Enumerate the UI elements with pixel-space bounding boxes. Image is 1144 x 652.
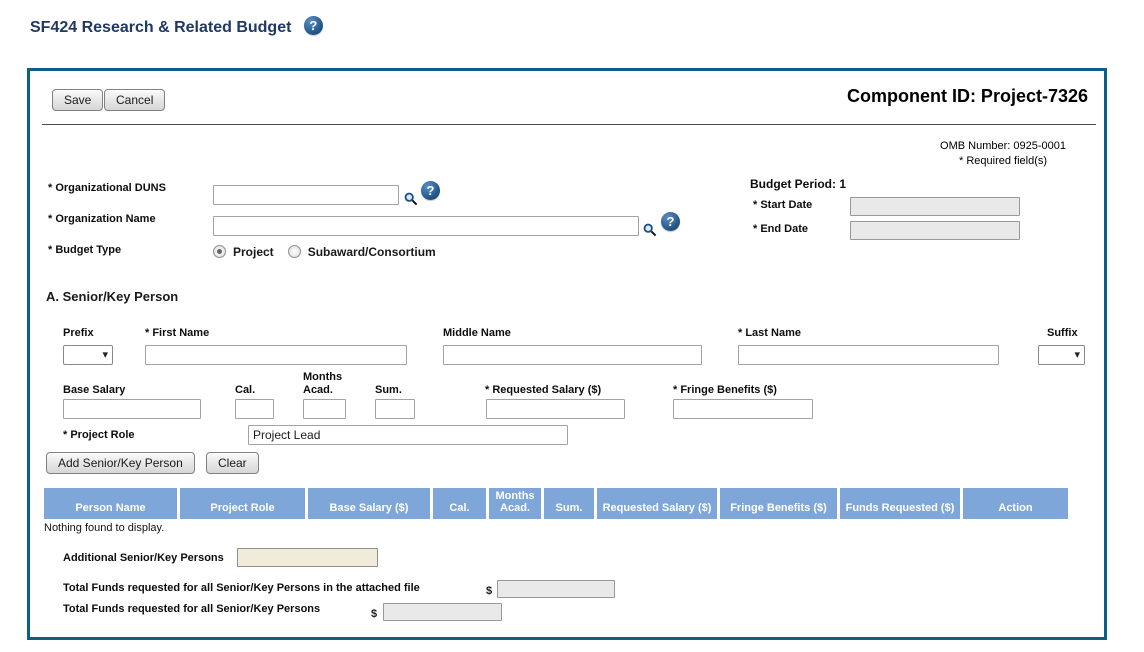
prefix-label: Prefix (63, 327, 94, 339)
middle-name-label: Middle Name (443, 327, 511, 339)
project-role-label: * Project Role (63, 429, 135, 441)
total-funds-attached-label: Total Funds requested for all Senior/Key… (63, 582, 420, 594)
page-title-bar: SF424 Research & Related Budget ? (30, 16, 323, 37)
add-senior-key-person-button[interactable]: Add Senior/Key Person (46, 452, 195, 474)
requested-salary-input[interactable] (486, 399, 625, 419)
duns-help-icon[interactable]: ? (421, 181, 440, 200)
omb-number: OMB Number: 0925-0001 (940, 140, 1066, 152)
col-project-role: Project Role (180, 488, 305, 519)
page-title: SF424 Research & Related Budget (30, 19, 292, 36)
col-cal: Cal. (433, 488, 486, 519)
total-funds-all-input (383, 603, 502, 621)
organizational-duns-label: * Organizational DUNS (48, 182, 166, 194)
project-role-input[interactable] (248, 425, 568, 445)
total-funds-attached-input (497, 580, 615, 598)
header-divider (42, 124, 1096, 125)
sum-months-input[interactable] (375, 399, 415, 419)
section-a-heading: A. Senior/Key Person (46, 289, 179, 304)
save-button[interactable]: Save (52, 89, 104, 111)
col-action: Action (963, 488, 1068, 519)
suffix-select[interactable]: ▾ (1038, 345, 1085, 365)
cancel-button[interactable]: Cancel (104, 89, 166, 111)
end-date-input[interactable] (850, 221, 1020, 240)
page-help-icon[interactable]: ? (303, 16, 323, 35)
clear-button[interactable]: Clear (206, 452, 259, 474)
budget-type-label: * Budget Type (48, 244, 122, 256)
fringe-benefits-label: * Fringe Benefits ($) (673, 384, 777, 396)
required-note: * Required field(s) (959, 155, 1048, 167)
organization-name-lookup-icon[interactable] (643, 223, 657, 237)
col-funds-requested: Funds Requested ($) (840, 488, 960, 519)
cal-months-input[interactable] (235, 399, 274, 419)
requested-salary-label: * Requested Salary ($) (485, 384, 602, 396)
start-date-input[interactable] (850, 197, 1020, 216)
col-fringe-benefits: Fringe Benefits ($) (720, 488, 837, 519)
organization-name-help-icon[interactable]: ? (661, 212, 680, 231)
duns-lookup-icon[interactable] (404, 192, 418, 206)
budget-form-panel: Save Cancel Component ID: Project-7326 O… (27, 68, 1107, 640)
organizational-duns-input[interactable] (213, 185, 399, 205)
chevron-down-icon: ▾ (1074, 349, 1080, 361)
table-header-row: Person Name Project Role Base Salary ($)… (44, 488, 1068, 519)
additional-senior-key-persons-input[interactable] (237, 548, 378, 567)
start-date-label: * Start Date (753, 199, 813, 211)
magnifier-icon (643, 223, 657, 237)
base-salary-input[interactable] (63, 399, 201, 419)
fringe-benefits-input[interactable] (673, 399, 813, 419)
cal-months-label: Cal. (235, 384, 256, 396)
sum-months-label: Sum. (375, 384, 402, 396)
col-base-salary: Base Salary ($) (308, 488, 430, 519)
col-requested-salary: Requested Salary ($) (597, 488, 717, 519)
base-salary-label: Base Salary (63, 384, 126, 396)
col-person-name: Person Name (44, 488, 177, 519)
magnifier-icon (404, 192, 418, 206)
last-name-label: * Last Name (738, 327, 801, 339)
chevron-down-icon: ▾ (102, 349, 108, 361)
budget-type-subaward-radio[interactable] (287, 245, 301, 258)
total-funds-all-label: Total Funds requested for all Senior/Key… (63, 603, 321, 615)
budget-type-radio-group: Project Subaward/Consortium (213, 243, 450, 261)
organization-name-label: * Organization Name (48, 213, 156, 225)
additional-senior-key-persons-label: Additional Senior/Key Persons (63, 552, 224, 564)
currency-symbol: $ (486, 585, 493, 597)
component-id-heading: Component ID: Project-7326 (846, 86, 1088, 106)
budget-type-project-label: Project (233, 245, 274, 259)
last-name-input[interactable] (738, 345, 999, 365)
table-empty-message: Nothing found to display. (44, 522, 165, 534)
acad-months-label: Acad. (303, 384, 333, 396)
middle-name-input[interactable] (443, 345, 702, 365)
senior-key-person-table: Person Name Project Role Base Salary ($)… (41, 488, 1071, 519)
first-name-label: * First Name (145, 327, 210, 339)
budget-type-project-radio[interactable] (213, 245, 226, 258)
prefix-select[interactable]: ▾ (63, 345, 113, 365)
budget-period-label: Budget Period: 1 (750, 177, 847, 191)
organization-name-input[interactable] (213, 216, 639, 236)
first-name-input[interactable] (145, 345, 407, 365)
acad-months-input[interactable] (303, 399, 346, 419)
col-sum: Sum. (544, 488, 594, 519)
end-date-label: * End Date (753, 223, 809, 235)
currency-symbol: $ (371, 608, 378, 620)
col-months-acad: Months Acad. (489, 488, 541, 519)
suffix-label: Suffix (1047, 327, 1078, 339)
budget-type-subaward-label: Subaward/Consortium (307, 245, 436, 259)
months-label: Months (303, 371, 343, 383)
omb-note: OMB Number: 0925-0001 * Required field(s… (940, 139, 1066, 169)
